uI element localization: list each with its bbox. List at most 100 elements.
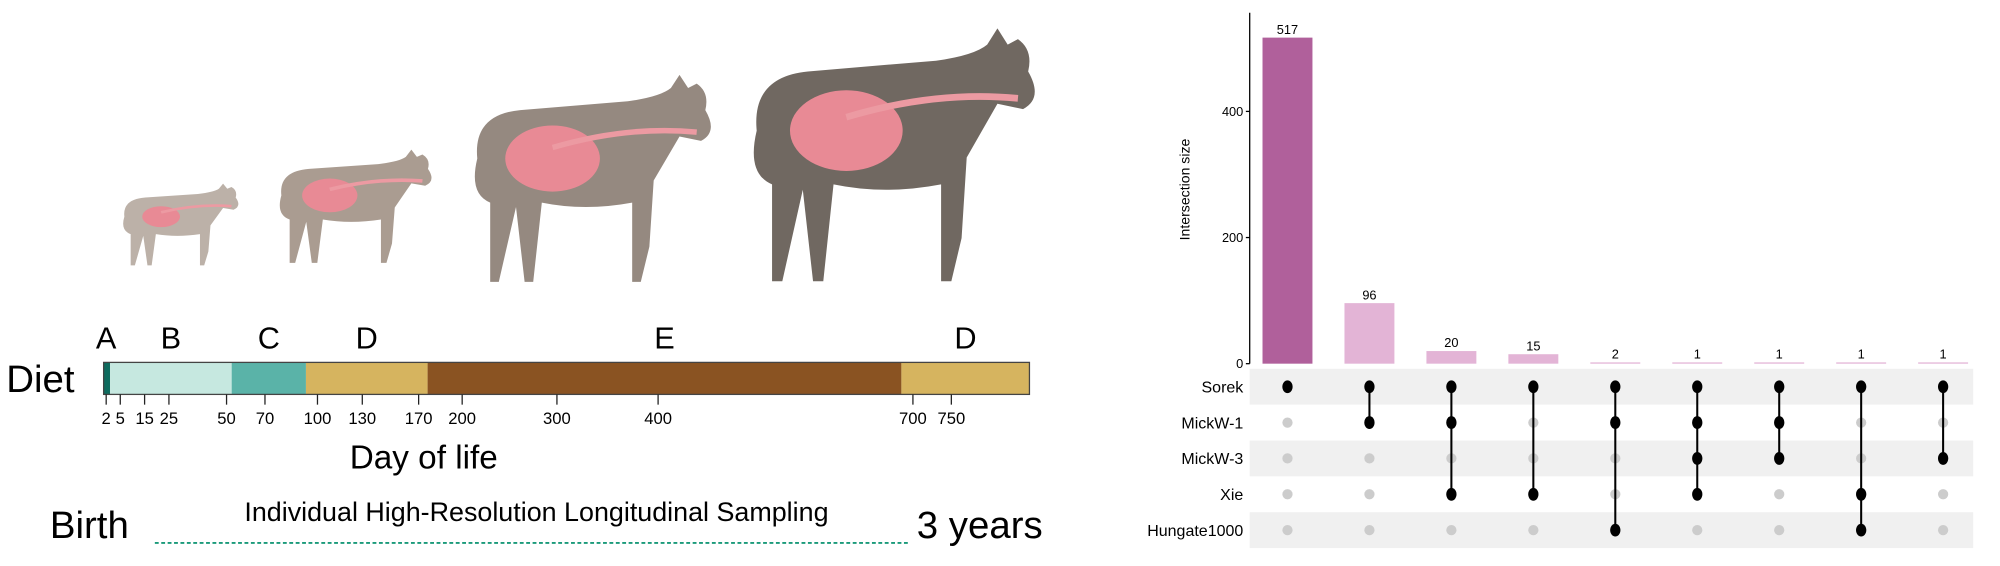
sampling-label: Individual High-Resolution Longitudinal … [244,497,828,527]
matrix-dot-empty [1446,525,1457,536]
matrix-dot-filled [1610,416,1621,429]
bar-value-label: 15 [1526,338,1540,353]
bar-value-label: 1 [1694,347,1701,362]
matrix-dot-filled [1692,380,1703,394]
diet-bar-outline [102,361,1031,396]
tick-label: 700 [899,409,927,428]
matrix-dot-filled [1282,380,1293,394]
bar-value-label: 1 [1858,347,1865,362]
y-tick-label: 400 [1222,104,1243,119]
intersection-bar [1344,303,1395,364]
intersection-bar [1590,362,1641,364]
heifer [474,74,711,282]
diet-segment [110,362,232,395]
set-label: Hungate1000 [1147,523,1243,540]
cow-illustrations [123,28,1035,282]
matrix-dot-filled [1446,380,1457,394]
intersection-bar [1508,354,1559,364]
matrix-dot-filled [1610,523,1621,537]
set-label: Xie [1220,487,1243,504]
bar-value-label: 20 [1444,335,1458,350]
diet-segment-label: D [356,320,378,355]
bar-value-label: 1 [1776,347,1783,362]
matrix-dot-filled [1446,416,1457,429]
matrix-dot-filled [1774,452,1785,465]
diet-segment [231,362,306,395]
tick-label: 300 [543,409,571,428]
bar-value-label: 2 [1612,347,1619,362]
diet-segment-label: E [654,320,675,355]
diet-segment-label: A [96,320,117,355]
day-axis: 2 5 15 25 50 70 100 130 170 200 300 400 700 750 [102,394,965,428]
matrix-dot-filled [1364,416,1375,429]
bar-value-label: 1 [1940,347,1947,362]
set-label: Sorek [1202,379,1245,396]
upset-plot: 0 200 400 517 96 20 15 2 1 1 1 1 Sorek MickW-1 MickW-3… [1147,12,1974,549]
diet-segment-label: C [258,320,280,355]
end-label: 3 years [917,504,1043,547]
tick-label: 400 [644,409,672,428]
matrix-dot-empty [1364,525,1375,536]
tick-label: 15 [135,409,154,428]
matrix-dot-empty [1364,489,1375,500]
intersection-bar [1918,362,1969,364]
matrix-dot-empty [1282,417,1293,428]
diet-segment [305,362,428,395]
matrix-dot-empty [1282,489,1293,500]
tick-label: 170 [405,409,433,428]
axis-label: Day of life [350,440,498,477]
matrix-dot-filled [1774,416,1785,429]
intersection-bar [1262,37,1313,364]
matrix-dot-empty [1528,525,1539,536]
tick-label: 130 [348,409,376,428]
matrix-dot-empty [1937,525,1949,536]
calf-small [123,183,239,266]
diet-segment [427,362,902,395]
matrix-dot-filled [1937,452,1949,465]
diet-segment [103,362,111,395]
intersection-bar [1426,351,1477,364]
matrix-dot-empty [1774,489,1785,500]
calf-medium [279,149,432,263]
tick-label: 200 [448,409,476,428]
y-tick-label: 0 [1236,356,1243,371]
tick-label: 750 [937,409,965,428]
matrix-dot-filled [1610,380,1621,394]
matrix-dot-empty [1937,489,1949,500]
matrix-dot-filled [1856,523,1867,537]
matrix-dot-empty [1282,453,1293,464]
matrix-dot-filled [1528,487,1539,501]
matrix-dot-empty [1692,525,1703,536]
set-label: MickW-3 [1181,451,1243,468]
intersection-bar [1672,362,1723,364]
matrix-dot-filled [1937,380,1949,394]
tick-label: 100 [304,409,332,428]
set-label: MickW-1 [1181,415,1243,432]
tick-label: 25 [160,409,179,428]
tick-label: 2 [102,409,111,428]
tick-label: 70 [256,409,274,428]
y-tick-label: 200 [1222,230,1243,245]
diet-label: Diet [6,358,75,401]
diet-segment-label: D [954,320,976,355]
tick-label: 50 [217,409,236,428]
birth-label: Birth [50,504,129,547]
diet-bar [102,361,1031,396]
adult-cow [753,28,1035,282]
matrix-dot-filled [1692,416,1703,429]
matrix-dot-empty [1282,525,1293,536]
matrix-dot-filled [1446,487,1457,501]
matrix-dot-filled [1692,487,1703,501]
matrix-dot-filled [1856,380,1867,394]
matrix-dot-filled [1774,380,1785,394]
bar-value-label: 96 [1362,287,1376,302]
matrix-dot-empty [1364,453,1375,464]
diet-segment [901,362,1030,395]
y-axis-label: Intersection size [1177,138,1193,240]
diet-segment-label: B [161,320,182,355]
matrix-dot-filled [1856,487,1867,501]
tick-label: 5 [116,409,125,428]
intersection-bar [1754,362,1805,364]
bar-value-label: 517 [1277,22,1298,37]
